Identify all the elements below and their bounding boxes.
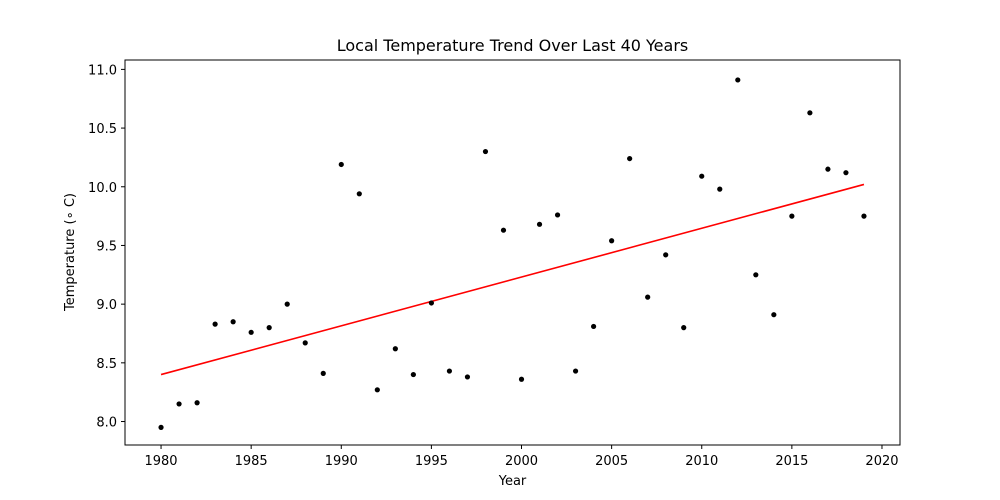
trend-layer [160,183,865,376]
x-tick-label: 2020 [865,454,898,469]
data-point [789,213,795,219]
data-point [500,227,507,233]
data-point [717,186,723,192]
data-point [230,319,236,325]
y-tick-label: 10.5 [88,122,117,137]
data-point [212,321,218,327]
data-point [446,368,453,374]
data-point [807,110,813,116]
data-point [572,368,579,374]
y-tick-label: 8.5 [96,357,117,372]
data-point [320,370,326,376]
x-tick-label: 2010 [685,454,718,469]
data-point [356,191,362,197]
data-point [663,252,669,258]
x-tick-label: 2005 [595,454,628,469]
data-point [176,401,182,407]
chart-title: Local Temperature Trend Over Last 40 Yea… [337,36,689,55]
data-point [338,161,344,168]
data-point [266,325,272,331]
y-tick-label: 8.0 [96,416,117,431]
data-point [284,301,290,307]
data-point [248,329,254,335]
data-point [771,312,777,318]
x-tick-label: 1995 [415,454,448,469]
data-point [843,170,849,176]
data-point [735,77,741,83]
plot-frame [124,59,901,446]
x-tick-label: 1990 [325,454,358,469]
data-point [374,387,380,393]
x-axis-label: Year [498,474,527,489]
points-layer [158,77,867,430]
data-point [194,400,200,406]
data-point [609,238,615,244]
data-point [158,424,164,430]
x-axis-ticks: 1980 1985 1990 1995 2000 2005 2010 2015 2020 [144,445,899,469]
data-point [302,340,308,346]
data-point [645,294,651,300]
x-tick-label: 2015 [775,454,808,469]
y-axis-label: Temperature (∘ C) [63,193,78,312]
data-point [753,272,759,278]
data-point [825,166,831,172]
y-tick-label: 11.0 [88,63,117,78]
data-point [428,300,434,306]
data-point [536,221,543,227]
y-tick-label: 10.0 [88,181,117,196]
data-point [518,376,525,382]
data-point [627,155,633,162]
y-axis-ticks: 8.0 8.5 9.0 9.5 10.0 10.5 11.0 [88,63,125,431]
data-point [681,325,687,331]
x-tick-label: 2000 [505,454,538,469]
trend-line [160,183,865,376]
x-tick-label: 1985 [235,454,268,469]
y-tick-label: 9.0 [96,298,117,313]
data-point [464,374,471,380]
data-point [861,213,867,219]
data-point [554,212,561,218]
data-point [482,148,489,155]
data-point [591,323,597,330]
data-point [699,173,705,179]
x-tick-label: 1980 [144,454,177,469]
y-tick-label: 9.5 [96,239,117,254]
data-point [410,371,416,378]
data-point [392,346,398,352]
